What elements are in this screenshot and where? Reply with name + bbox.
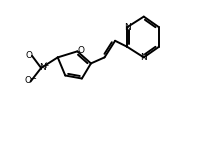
Text: +: + [42, 61, 49, 70]
Text: O: O [78, 46, 85, 55]
Text: N: N [140, 53, 147, 62]
Text: N: N [39, 63, 46, 72]
Text: N: N [124, 23, 131, 32]
Text: O: O [26, 51, 33, 60]
Text: −: − [29, 74, 36, 83]
Text: O: O [24, 76, 31, 85]
